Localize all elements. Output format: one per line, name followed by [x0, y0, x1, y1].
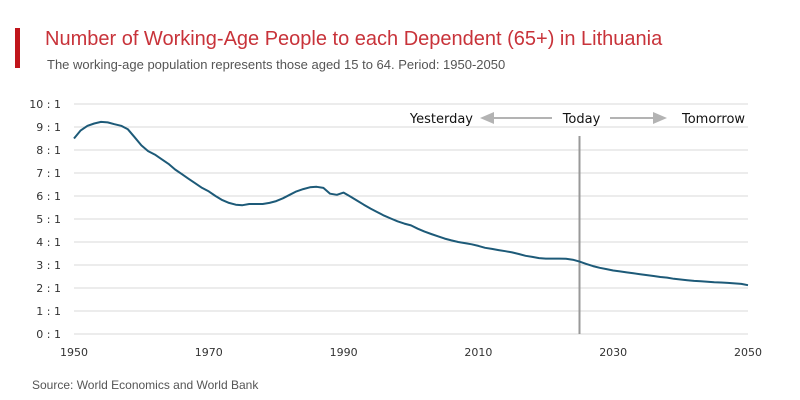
- x-axis-labels: 1950 1970 1990 2010 2030 2050: [60, 346, 762, 359]
- y-tick-label: 3 : 1: [36, 259, 61, 272]
- tomorrow-label: Tomorrow: [681, 112, 745, 127]
- gridlines: [74, 103, 748, 335]
- x-tick-label: 1950: [60, 346, 88, 359]
- timeline-annotations: Yesterday Today Tomorrow: [409, 112, 745, 127]
- y-tick-label: 0 : 1: [36, 328, 61, 341]
- y-tick-label: 9 : 1: [36, 121, 61, 134]
- y-tick-label: 10 : 1: [29, 98, 61, 111]
- y-axis-labels: 0 : 1 1 : 1 2 : 1 3 : 1 4 : 1 5 : 1 6 : 1 7 : 1…: [29, 98, 61, 341]
- chart-subtitle: The working-age population represents th…: [47, 57, 506, 72]
- today-label: Today: [562, 112, 601, 127]
- x-tick-label: 1990: [330, 346, 358, 359]
- y-tick-label: 8 : 1: [36, 144, 61, 157]
- y-tick-label: 4 : 1: [36, 236, 61, 249]
- series-group: [73, 120, 749, 287]
- yesterday-label: Yesterday: [409, 112, 473, 127]
- arrow-left-icon: [480, 112, 552, 124]
- chart-title: Number of Working-Age People to each Dep…: [45, 28, 663, 50]
- y-tick-label: 6 : 1: [36, 190, 61, 203]
- y-tick-label: 5 : 1: [36, 213, 61, 226]
- x-tick-label: 2030: [599, 346, 627, 359]
- x-tick-label: 2010: [464, 346, 492, 359]
- title-accent-bar: [15, 28, 20, 68]
- series-line: [73, 120, 749, 287]
- source-note: Source: World Economics and World Bank: [32, 378, 259, 392]
- y-tick-label: 1 : 1: [36, 305, 61, 318]
- x-tick-label: 2050: [734, 346, 762, 359]
- y-tick-label: 7 : 1: [36, 167, 61, 180]
- x-tick-label: 1970: [195, 346, 223, 359]
- arrow-right-icon: [610, 112, 667, 124]
- y-tick-label: 2 : 1: [36, 282, 61, 295]
